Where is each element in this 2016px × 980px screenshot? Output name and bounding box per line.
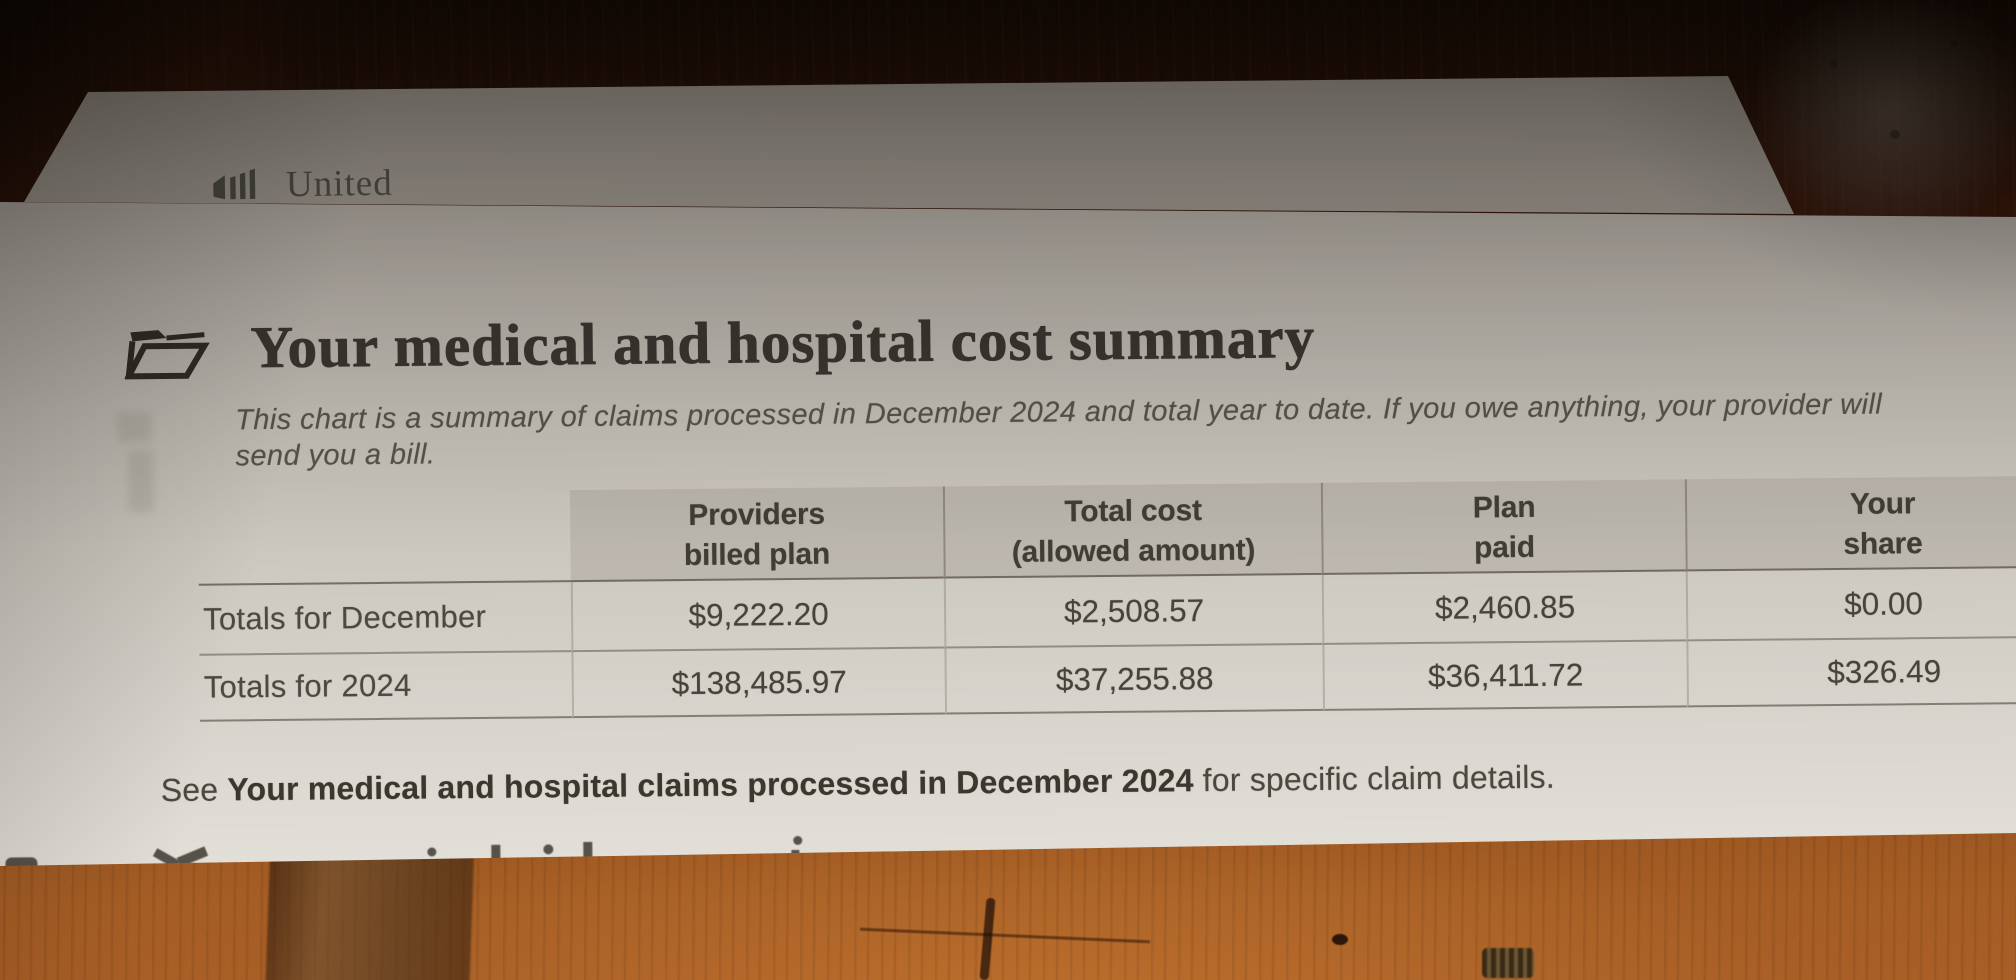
wood-knot <box>1482 948 1534 978</box>
header-line: paid <box>1473 530 1536 565</box>
paper-show-through-smudge <box>117 412 152 443</box>
header-line: (allowed amount) <box>1011 533 1256 569</box>
paper-show-through-smudge <box>127 450 155 513</box>
cutoff-heading-fragment <box>543 844 554 855</box>
header-line: Total cost <box>1064 494 1203 529</box>
row-label-totals-2024: Totals for 2024 <box>199 652 573 722</box>
subtitle-line2: send you a bill. <box>235 438 436 473</box>
header-line: Plan <box>1472 490 1536 525</box>
note-suffix: for specific claim details. <box>1193 758 1556 799</box>
row-label-totals-december: Totals for December <box>198 582 572 656</box>
header-line: Your <box>1849 487 1916 521</box>
cost-summary-table: Providers billed plan Total cost (allowe… <box>197 475 2016 722</box>
header-line: billed plan <box>683 537 831 573</box>
claim-details-note: See Your medical and hospital claims pro… <box>161 759 1555 809</box>
folder-icon <box>124 330 210 380</box>
brand-text: United <box>285 162 393 206</box>
cell-2024-providers-billed: $138,485.97 <box>571 648 946 719</box>
note-prefix: See <box>160 771 228 809</box>
cell-december-plan-paid: $2,460.85 <box>1321 571 1687 645</box>
unitedhealthcare-stairs-icon <box>213 168 256 200</box>
cell-december-total-cost: $2,508.57 <box>943 574 1323 649</box>
cell-2024-total-cost: $37,255.88 <box>944 644 1324 715</box>
header-line: Providers <box>688 497 826 532</box>
col-header-your-share: Your share <box>1684 475 2016 572</box>
col-header-total-cost: Total cost (allowed amount) <box>942 482 1322 579</box>
wood-knot <box>1332 934 1348 945</box>
section-title: Your medical and hospital cost summary <box>250 303 1316 381</box>
stone-speck <box>1890 130 1900 139</box>
cell-december-your-share: $0.00 <box>1685 567 2016 642</box>
note-bold-text: Your medical and hospital claims process… <box>227 762 1194 808</box>
header-cell-blank <box>197 490 571 586</box>
cutoff-heading-fragment <box>793 835 803 845</box>
cutoff-heading-fragment <box>427 847 437 857</box>
stone-speck <box>1830 60 1838 68</box>
cell-december-providers-billed: $9,222.20 <box>570 578 945 653</box>
header-line: share <box>1843 527 1923 561</box>
subtitle-line1: This chart is a summary of claims proces… <box>235 388 1883 437</box>
unitedhealthcare-logo: United <box>210 162 393 206</box>
stone-speck <box>1950 40 1957 47</box>
cell-2024-plan-paid: $36,411.72 <box>1322 641 1688 711</box>
col-header-plan-paid: Plan paid <box>1320 479 1686 575</box>
cell-2024-your-share: $326.49 <box>1686 637 2016 708</box>
col-header-providers-billed-plan: Providers billed plan <box>569 486 944 583</box>
section-subtitle: This chart is a summary of claims proces… <box>235 388 1883 476</box>
